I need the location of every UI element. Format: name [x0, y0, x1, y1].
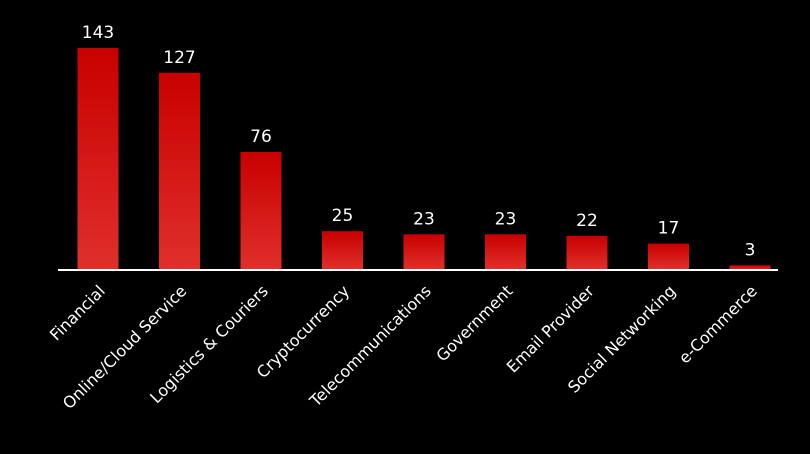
bar-7	[648, 243, 689, 270]
value-label-3: 25	[332, 206, 354, 226]
bar-1	[159, 72, 200, 270]
bar-3	[322, 231, 363, 270]
category-label-5: Government	[432, 281, 516, 365]
category-label-8: e-Commerce	[675, 281, 761, 367]
bar-2	[240, 152, 282, 270]
bars-group	[77, 48, 771, 270]
value-label-5: 23	[495, 209, 517, 229]
bar-6	[566, 235, 608, 270]
value-label-2: 76	[250, 127, 272, 147]
value-label-7: 17	[658, 219, 680, 239]
bar-0	[77, 48, 119, 270]
value-label-6: 22	[576, 211, 598, 231]
category-label-0: Financial	[46, 281, 109, 344]
bar-8	[729, 265, 771, 270]
value-label-4: 23	[413, 209, 435, 229]
bar-5	[485, 234, 526, 270]
value-label-1: 127	[163, 48, 195, 68]
value-label-0: 143	[82, 23, 114, 43]
value-label-8: 3	[745, 240, 756, 260]
bar-4	[403, 234, 445, 270]
